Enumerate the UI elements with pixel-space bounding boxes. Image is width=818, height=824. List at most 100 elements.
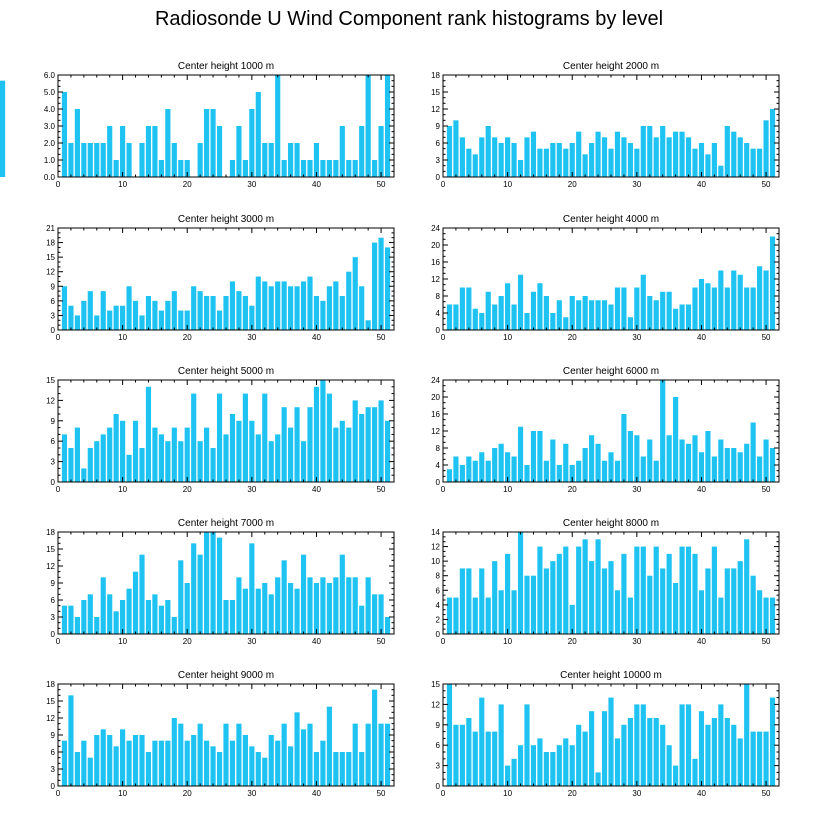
histogram-bar — [550, 561, 556, 634]
y-tick-label: 18 — [46, 680, 55, 689]
histogram-bar — [634, 704, 640, 786]
histogram-bar — [563, 317, 569, 330]
histogram-bar — [107, 310, 113, 330]
histogram-bar — [498, 590, 504, 634]
histogram-bar — [589, 711, 595, 786]
histogram-bar — [543, 568, 549, 634]
histogram-bar — [268, 594, 274, 634]
histogram-bar — [556, 300, 562, 330]
histogram-bar — [589, 300, 595, 330]
histogram-bar — [281, 160, 287, 177]
y-tick-label: 0 — [51, 478, 56, 487]
histogram-bar — [530, 745, 537, 786]
y-tick-label: 8 — [436, 292, 441, 301]
histogram-bar — [126, 143, 132, 177]
panel-title: Center height 2000 m — [563, 61, 659, 72]
histogram-bar — [705, 154, 711, 177]
y-tick-label: 9 — [436, 122, 441, 131]
y-tick-label: 0 — [51, 782, 56, 791]
histogram-bar — [333, 427, 339, 482]
histogram-bar — [152, 126, 158, 177]
histogram-bar — [197, 291, 203, 330]
histogram-bar — [346, 577, 352, 634]
histogram-bar — [556, 465, 562, 482]
histogram-bar — [550, 439, 556, 482]
histogram-bar — [492, 137, 498, 177]
histogram-bar — [763, 120, 769, 177]
histogram-bar — [763, 597, 769, 634]
histogram-bar — [718, 597, 724, 634]
histogram-bar — [145, 296, 152, 330]
histogram-bar — [113, 160, 119, 177]
histogram-bar — [352, 723, 358, 786]
histogram-bar — [333, 752, 339, 786]
histogram-bar — [352, 257, 358, 330]
histogram-bar — [275, 577, 281, 634]
y-tick-label: 8 — [436, 444, 441, 453]
histogram-bar — [569, 745, 575, 786]
histogram-bar — [333, 577, 339, 634]
histogram-bar — [100, 143, 106, 177]
histogram-bar — [769, 597, 776, 634]
histogram-bar — [757, 456, 763, 482]
histogram-bar — [627, 597, 633, 634]
histogram-bar — [94, 735, 100, 786]
x-tick-label: 50 — [762, 180, 771, 189]
y-tick-label: 4.0 — [44, 105, 56, 114]
panel-5: Center height 5000 m 0 10 20 30 40 50 0 3 6 9 12 15 — [46, 366, 395, 494]
histogram-bar — [679, 704, 685, 786]
histogram-bar — [152, 300, 158, 330]
histogram-bar — [724, 448, 730, 482]
histogram-bar — [268, 441, 274, 482]
histogram-bar — [647, 439, 653, 482]
x-tick-label: 0 — [56, 789, 61, 798]
histogram-bar — [763, 731, 769, 786]
histogram-bar — [595, 539, 601, 634]
histogram-bar — [132, 300, 139, 330]
histogram-bar — [511, 304, 517, 330]
histogram-bar — [165, 441, 171, 482]
histogram-bar — [517, 745, 524, 786]
histogram-bar — [365, 407, 371, 482]
histogram-bar — [757, 266, 763, 330]
histogram-bar — [100, 434, 106, 482]
histogram-bar — [556, 745, 562, 786]
histogram-bar — [288, 583, 294, 634]
histogram-bar — [307, 577, 313, 634]
histogram-bar — [288, 143, 294, 177]
histogram-bar — [569, 465, 575, 482]
histogram-bar — [307, 723, 313, 786]
histogram-bar — [582, 296, 588, 330]
histogram-bar — [216, 752, 223, 786]
histogram-bar — [281, 407, 287, 482]
x-tick-label: 50 — [762, 485, 771, 494]
histogram-bar — [485, 126, 491, 177]
histogram-bar — [627, 718, 633, 786]
histogram-bar — [492, 731, 498, 786]
x-tick-label: 30 — [247, 789, 256, 798]
histogram-bar — [601, 137, 608, 177]
histogram-bar — [365, 75, 371, 177]
x-tick-label: 30 — [247, 333, 256, 342]
y-tick-label: 6 — [51, 596, 56, 605]
y-tick-label: 3 — [436, 156, 441, 165]
histogram-bar — [614, 131, 621, 177]
histogram-bar — [685, 546, 692, 634]
histogram-bar — [608, 304, 614, 330]
histogram-bar — [139, 315, 145, 330]
histogram-bar — [120, 420, 126, 482]
histogram-bar — [653, 460, 659, 482]
histogram-bar — [107, 126, 113, 177]
x-tick-label: 20 — [183, 485, 192, 494]
histogram-bar — [524, 313, 530, 330]
histogram-bar — [300, 281, 307, 330]
x-tick-label: 40 — [312, 485, 321, 494]
histogram-bar — [139, 735, 145, 786]
histogram-bar — [718, 270, 724, 330]
histogram-bar — [165, 600, 171, 634]
histogram-bar — [459, 287, 465, 330]
histogram-bar — [724, 126, 730, 177]
y-tick-label: 6 — [51, 437, 56, 446]
histogram-bar — [300, 441, 307, 482]
